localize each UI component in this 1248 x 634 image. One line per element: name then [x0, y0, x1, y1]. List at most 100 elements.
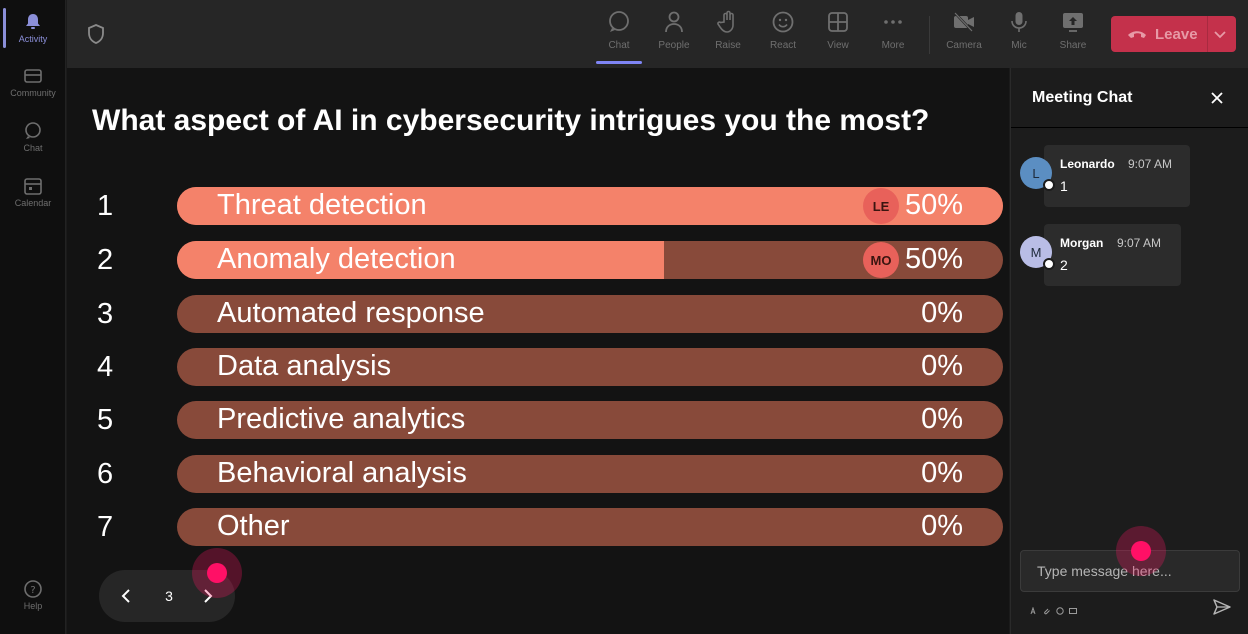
toolbar-react-label: React	[769, 40, 797, 51]
rail-item-chat[interactable]: Chat	[0, 121, 66, 153]
more-dots-icon	[884, 20, 902, 24]
option-label: Behavioral analysis	[217, 457, 467, 489]
grid-view-icon	[828, 12, 848, 32]
hang-up-icon	[1128, 31, 1146, 38]
rail-label-community: Community	[10, 88, 56, 98]
toolbar-mic-label: Mic	[1011, 40, 1027, 51]
option-percent: 0%	[921, 510, 963, 542]
camera-off-icon	[954, 12, 974, 32]
smiley-icon	[772, 11, 794, 33]
community-icon	[24, 69, 42, 83]
rail-label-activity: Activity	[18, 34, 48, 44]
toolbar-share-label: Share	[1059, 40, 1087, 51]
rail-item-community[interactable]: Community	[0, 66, 66, 98]
option-number: 3	[97, 298, 114, 330]
leave-label: Leave	[1155, 25, 1198, 43]
chevron-down-icon[interactable]	[1213, 27, 1227, 41]
gif-icon[interactable]	[1069, 602, 1077, 614]
presence-dot	[1043, 179, 1055, 191]
toolbar-people-button[interactable]: People	[649, 10, 699, 60]
toolbar-chat-button[interactable]: Chat	[594, 10, 644, 64]
meeting-chat-panel: Meeting Chat Leonardo 9:07 AM 1 L Morgan 9:07…	[1010, 68, 1248, 634]
option-percent: 0%	[921, 403, 963, 435]
leave-divider	[1207, 16, 1208, 52]
avatar-initial: M	[1030, 244, 1042, 260]
poll-question: What aspect of AI in cybersecurity intri…	[92, 104, 930, 137]
voter-avatar: LE	[863, 188, 899, 224]
option-fill	[177, 241, 665, 279]
message-text: 2	[1060, 257, 1068, 273]
raise-hand-icon	[717, 10, 734, 33]
presence-dot	[1043, 258, 1055, 270]
option-percent: 0%	[921, 457, 963, 489]
rail-item-activity[interactable]: Activity	[0, 8, 66, 48]
format-toolbar	[1030, 602, 1077, 615]
poll-option-bar[interactable]: Other 0%	[177, 508, 1003, 546]
poll-option-bar[interactable]: Anomaly detection MO 50%	[177, 241, 1003, 279]
sender-avatar: L	[1020, 157, 1055, 191]
rail-item-calendar[interactable]: Calendar	[0, 176, 66, 208]
toolbar-mic-button[interactable]: Mic	[994, 10, 1044, 60]
microphone-icon	[1011, 12, 1027, 32]
rail-item-help[interactable]: ? Help	[0, 579, 66, 611]
send-icon[interactable]	[1212, 598, 1232, 616]
message-time: 9:07 AM	[1117, 236, 1162, 250]
poll-stage: What aspect of AI in cybersecurity intri…	[67, 68, 1009, 634]
message-sender: Morgan	[1060, 236, 1104, 250]
option-label: Other	[217, 510, 290, 542]
poll-option-bar[interactable]: Automated response 0%	[177, 295, 1003, 333]
option-percent: 50%	[904, 243, 963, 275]
close-icon[interactable]	[1209, 90, 1225, 106]
option-label: Data analysis	[217, 350, 392, 382]
poll-option-bar[interactable]: Threat detection LE 50%	[177, 187, 1003, 225]
message-compose-box	[1020, 550, 1240, 592]
shield-icon	[88, 24, 104, 44]
toolbar-divider	[929, 16, 930, 54]
option-label: Predictive analytics	[217, 403, 466, 435]
help-icon: ?	[24, 580, 42, 598]
message-input[interactable]	[1021, 551, 1239, 591]
option-percent: 0%	[921, 297, 963, 329]
sender-avatar: M	[1020, 236, 1055, 270]
message-time: 9:07 AM	[1128, 157, 1173, 171]
option-percent: 50%	[904, 189, 963, 221]
option-number: 4	[97, 351, 114, 383]
rail-label-help: Help	[23, 601, 43, 611]
leave-button[interactable]: Leave	[1111, 16, 1236, 52]
message-sender: Leonardo	[1060, 157, 1115, 171]
calendar-icon	[24, 178, 42, 195]
emoji-icon[interactable]	[1056, 602, 1064, 615]
toolbar-raise-button[interactable]: Raise	[703, 10, 753, 60]
toolbar-more-label: More	[881, 40, 905, 51]
format-icon[interactable]	[1030, 602, 1038, 615]
attach-icon[interactable]	[1043, 602, 1051, 615]
toolbar-react-button[interactable]: React	[758, 10, 808, 60]
option-percent: 0%	[921, 350, 963, 382]
chat-icon	[25, 122, 41, 139]
toolbar-share-button[interactable]: Share	[1048, 10, 1098, 60]
toolbar-view-label: View	[827, 40, 849, 51]
option-label: Anomaly detection	[217, 243, 456, 275]
toolbar-chat-label: Chat	[608, 40, 630, 51]
rail-label-calendar: Calendar	[14, 198, 52, 208]
chevron-left-icon[interactable]	[117, 586, 135, 606]
chat-message[interactable]: Leonardo 9:07 AM 1	[1044, 145, 1190, 207]
option-number: 6	[97, 458, 114, 490]
poll-option-bar[interactable]: Predictive analytics 0%	[177, 401, 1003, 439]
chevron-right-icon[interactable]	[199, 586, 217, 606]
toolbar-more-button[interactable]: More	[868, 10, 918, 60]
toolbar-view-button[interactable]: View	[813, 10, 863, 60]
cursor-indicator	[192, 548, 242, 598]
chat-message[interactable]: Morgan 9:07 AM 2	[1044, 224, 1181, 286]
voter-avatar: MO	[863, 242, 899, 278]
chat-title: Meeting Chat	[1032, 89, 1133, 106]
toolbar-people-label: People	[658, 40, 690, 51]
option-number: 7	[97, 511, 114, 543]
page-number: 3	[165, 588, 173, 604]
meeting-toolbar: Chat People Raise React View More Camera…	[67, 0, 1248, 68]
poll-option-bar[interactable]: Data analysis 0%	[177, 348, 1003, 386]
people-icon	[665, 11, 683, 33]
toolbar-camera-button[interactable]: Camera	[939, 10, 989, 60]
poll-option-bar[interactable]: Behavioral analysis 0%	[177, 455, 1003, 493]
option-number: 2	[97, 244, 114, 276]
